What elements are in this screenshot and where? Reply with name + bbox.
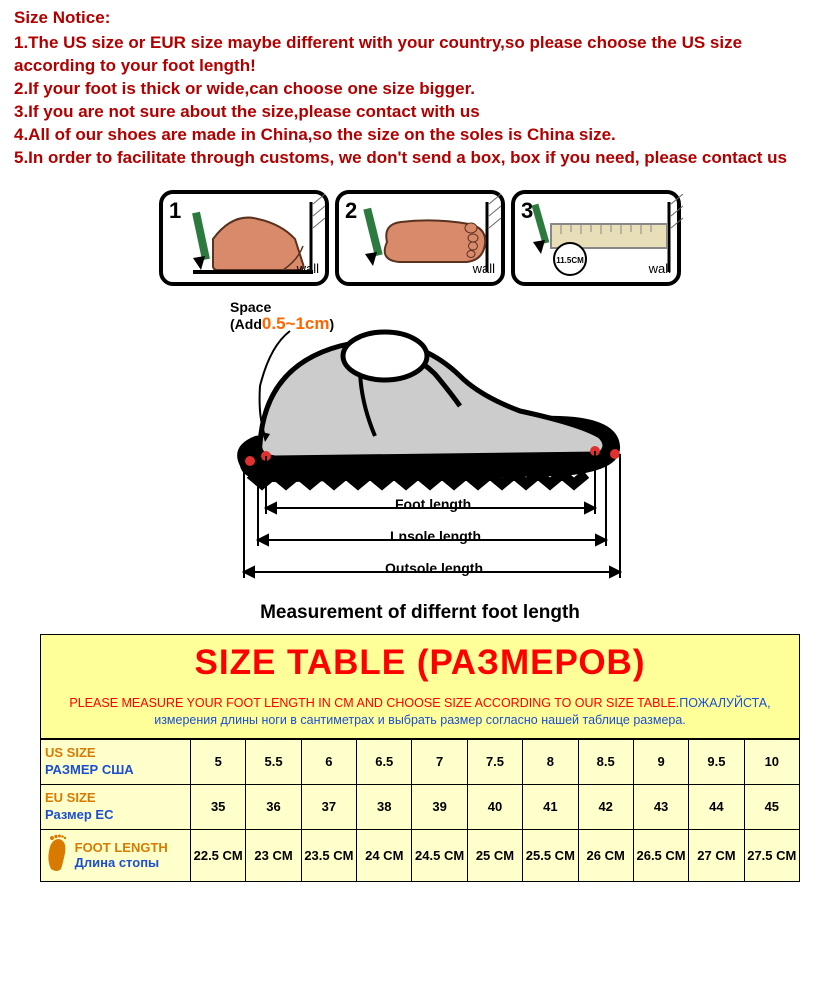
step-number: 1 [169, 198, 181, 224]
ft-9: 27 CM [689, 829, 744, 881]
dim-foot-length: Foot length [395, 496, 471, 512]
size-table-subtitle: PLEASE MEASURE YOUR FOOT LENGTH IN CM AN… [40, 689, 800, 739]
eu-3: 38 [357, 784, 412, 829]
eu-0: 35 [191, 784, 246, 829]
ft-1: 23 CM [246, 829, 301, 881]
ft-8: 26.5 CM [633, 829, 688, 881]
shoe-diagram: Space (Add0.5~1cm) [200, 296, 640, 596]
us-2: 6 [301, 739, 356, 784]
ft-10: 27.5 CM [744, 829, 799, 881]
notice-line-4: 4.All of our shoes are made in China,so … [14, 124, 826, 147]
ft-3: 24 CM [357, 829, 412, 881]
wall-label: wall [473, 261, 495, 276]
ft-0: 22.5 CM [191, 829, 246, 881]
table-row-eu: EU SIZE Размер ЕС 35 36 37 38 39 40 41 4… [41, 784, 800, 829]
space-add: (Add [230, 316, 262, 332]
dim-insole-length: Lnsole length [390, 528, 481, 544]
notice-header: Size Notice: [14, 8, 826, 28]
eu-9: 44 [689, 784, 744, 829]
eu-10: 45 [744, 784, 799, 829]
dim-outsole-length: Outsole length [385, 560, 483, 576]
step-2: 2 wall [335, 190, 505, 286]
notice-line-3: 3.If you are not sure about the size,ple… [14, 101, 826, 124]
step-1: 1 wall [159, 190, 329, 286]
step-number: 3 [521, 198, 533, 224]
us-8: 9 [633, 739, 688, 784]
space-close: ) [329, 316, 334, 332]
ft-5: 25 CM [467, 829, 522, 881]
notice-line-2: 2.If your foot is thick or wide,can choo… [14, 78, 826, 101]
space-label: Space (Add0.5~1cm) [230, 300, 334, 334]
ft-2: 23.5 CM [301, 829, 356, 881]
row-header-us: US SIZE РАЗМЕР США [41, 739, 191, 784]
measurement-section: 1 wall 2 [0, 174, 840, 624]
us-4: 7 [412, 739, 467, 784]
step-number: 2 [345, 198, 357, 224]
ruler-value: 11.5CM [556, 256, 584, 265]
eu-8: 43 [633, 784, 688, 829]
table-row-foot: FOOT LENGTH Длина стопы 22.5 CM 23 CM 23… [41, 829, 800, 881]
eu-5: 40 [467, 784, 522, 829]
size-table-title: SIZE TABLE (РАЗМЕРОВ) [40, 634, 800, 689]
measurement-steps: 1 wall 2 [159, 190, 681, 286]
ft-4: 24.5 CM [412, 829, 467, 881]
us-3: 6.5 [357, 739, 412, 784]
ft-7: 26 CM [578, 829, 633, 881]
size-table: US SIZE РАЗМЕР США 5 5.5 6 6.5 7 7.5 8 8… [40, 739, 800, 882]
foot-icon [45, 833, 71, 877]
size-table-section: SIZE TABLE (РАЗМЕРОВ) PLEASE MEASURE YOU… [40, 634, 800, 882]
us-7: 8.5 [578, 739, 633, 784]
row-header-eu: EU SIZE Размер ЕС [41, 784, 191, 829]
subtitle-en: PLEASE MEASURE YOUR FOOT LENGTH IN CM AN… [69, 696, 679, 710]
us-1: 5.5 [246, 739, 301, 784]
us-10: 10 [744, 739, 799, 784]
notice-line-5: 5.In order to facilitate through customs… [14, 147, 826, 170]
notice-line-1: 1.The US size or EUR size maybe differen… [14, 32, 826, 78]
ft-6: 25.5 CM [523, 829, 578, 881]
us-9: 9.5 [689, 739, 744, 784]
space-value: 0.5~1cm [262, 314, 330, 333]
eu-4: 39 [412, 784, 467, 829]
eu-6: 41 [523, 784, 578, 829]
space-word: Space [230, 299, 271, 315]
table-row-us: US SIZE РАЗМЕР США 5 5.5 6 6.5 7 7.5 8 8… [41, 739, 800, 784]
step-3: 3 11.5CM wall [511, 190, 681, 286]
wall-label: wall [297, 261, 319, 276]
size-notice: Size Notice: 1.The US size or EUR size m… [0, 0, 840, 174]
row-header-foot: FOOT LENGTH Длина стопы [41, 829, 191, 881]
measurement-caption: Measurement of differnt foot length [0, 602, 840, 624]
us-0: 5 [191, 739, 246, 784]
wall-label: wall [649, 261, 671, 276]
us-5: 7.5 [467, 739, 522, 784]
eu-7: 42 [578, 784, 633, 829]
eu-2: 37 [301, 784, 356, 829]
us-6: 8 [523, 739, 578, 784]
eu-1: 36 [246, 784, 301, 829]
